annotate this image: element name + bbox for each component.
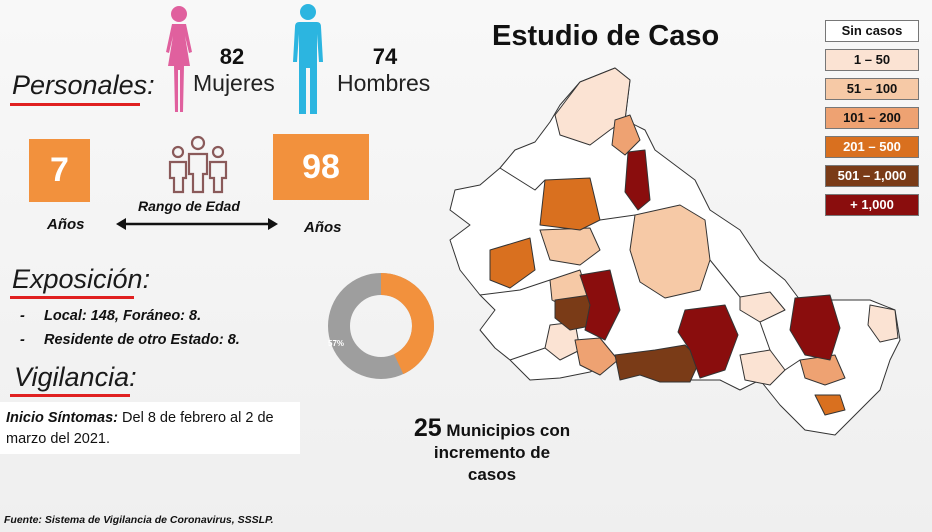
personales-label: Personales: [12,70,155,100]
municipios-count: 25 [413,414,442,442]
state-municipalities-map [449,67,901,436]
vigilancia-underline [10,394,130,397]
male-person-icon [293,4,323,114]
women-label: Mujeres [193,70,275,96]
legend-item-201-500: 201 – 500 [825,136,919,158]
percentage-donut-chart [328,273,434,379]
men-count: 74 [372,44,398,69]
legend-item-101-200: 101 – 200 [825,107,919,129]
people-group-icon [168,135,228,194]
legend-item-501-1000: 501 – 1,000 [825,165,919,187]
legend-item-over-1000: + 1,000 [825,194,919,216]
exposicion-underline [10,296,134,299]
map-region-brown [614,344,701,383]
onset-text: Inicio Síntomas: Del 8 de febrero al 2 d… [6,410,274,447]
map-region-orange [539,177,601,231]
max-age-box: 98 [273,134,369,200]
age-range-label: Rango de Edad [138,198,240,214]
legend-item-sin-casos: Sin casos [825,20,919,42]
exposicion-item: - Residente de otro Estado: 8. [20,332,240,348]
min-age-unit: Años [47,216,85,233]
map-region-mid-light [629,204,711,299]
map-region-dark-red [677,304,739,379]
max-age-unit: Años [304,219,342,236]
onset-panel [0,402,300,454]
map-region-dark-red [624,149,651,211]
donut-orange-arc [328,273,434,379]
municipios-line3: casos [467,465,517,484]
legend-item-51-100: 51 – 100 [825,78,919,100]
map-region-dark-red [579,269,621,341]
men-label: Hombres [337,70,431,96]
map-border [479,279,551,296]
source-footer: Fuente: Sistema de Vigilancia de Coronav… [4,514,274,526]
municipios-line1: Municipios con [446,421,571,440]
map-legend: Sin casos 1 – 50 51 – 100 101 – 200 201 … [825,20,919,223]
map-region-light [554,67,631,146]
map-region-mid [611,114,641,156]
female-person-icon [166,6,192,112]
map-region-light [739,291,786,323]
map-border [599,214,636,221]
map-region-mid [574,337,619,376]
exposicion-label: Exposición: [12,264,151,294]
map-region-light [867,304,899,343]
map-border [759,321,771,351]
legend-item-1-50: 1 – 50 [825,49,919,71]
exposicion-list: - Local: 148, Foráneo: 8. - Residente de o… [20,308,240,356]
page-title: Estudio de Caso [492,20,720,52]
map-region-orange [814,394,846,416]
map-border [709,259,741,298]
donut-percent-label: 57% [328,339,345,348]
women-count: 82 [219,44,245,69]
min-age-box: 7 [29,139,90,202]
personales-underline [10,103,140,106]
double-arrow-icon [116,218,278,230]
vigilancia-label: Vigilancia: [14,362,137,392]
map-region-dark-red [789,294,841,361]
map-region-brown [554,294,596,331]
exposicion-item: - Local: 148, Foráneo: 8. [20,308,202,324]
municipios-statement: 25 Municipios con incremento de casos [372,414,612,486]
map-border [499,167,546,191]
municipios-line2: incremento de [433,443,551,462]
map-region-orange [489,237,536,289]
map-border [509,347,546,361]
map-border [784,359,801,371]
map-region-light [739,349,786,386]
